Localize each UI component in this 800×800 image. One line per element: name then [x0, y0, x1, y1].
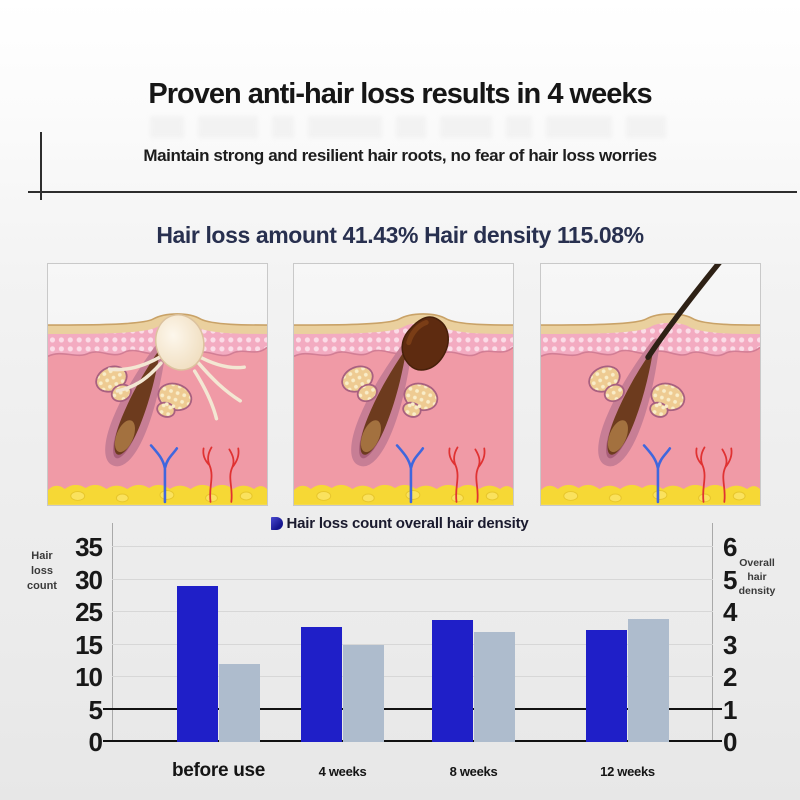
left-axis-tick-label: 0 [88, 727, 103, 757]
gridline [112, 676, 713, 677]
left-axis-line [112, 523, 113, 742]
hair-density-bar-before-use [219, 664, 260, 742]
right-axis-tick-label: 2 [723, 662, 737, 692]
follicle-cyst-illustration-svg [48, 264, 267, 505]
gridline [112, 643, 713, 645]
hair-loss-count-bar-4-weeks [301, 626, 342, 742]
axis-tick-mark [713, 740, 722, 742]
right-axis-tick-label: 5 [723, 564, 737, 595]
chart-legend: Hair loss count overall hair density [0, 515, 800, 532]
accent-vertical-line [40, 132, 42, 200]
illustration-healthy-hair [540, 263, 761, 506]
hair-loss-count-bar-12-weeks [586, 629, 627, 742]
plot-area [103, 523, 722, 742]
page-title: Proven anti-hair loss results in 4 weeks [148, 78, 652, 110]
left-axis-tick-label: 30 [75, 564, 103, 595]
illustration-sebum-plug [293, 263, 514, 506]
category-label-4-weeks: 4 weeks [318, 764, 367, 779]
axis-tick-mark [103, 707, 112, 710]
axis-tick-mark [713, 707, 722, 710]
hair-density-bar-8-weeks [474, 631, 515, 742]
gridline [112, 578, 713, 580]
hair-density-bar-4-weeks [343, 644, 384, 742]
right-axis-tick-label: 3 [723, 629, 737, 660]
right-axis-title: Overall hair density [738, 557, 776, 597]
right-axis-tick-label: 0 [723, 727, 737, 757]
left-axis-tick-label: 25 [75, 597, 103, 627]
healthy-hair-illustration-svg [541, 264, 760, 505]
gridline [112, 707, 713, 710]
page-subtitle: Maintain strong and resilient hair roots… [143, 146, 657, 165]
left-axis-tick-label: 5 [88, 694, 103, 725]
illustration-clogged-follicle-cyst [47, 263, 268, 506]
hair-loss-count-bar-8-weeks [432, 620, 473, 742]
divider-line [28, 191, 797, 193]
category-label-8-weeks: 8 weeks [449, 764, 498, 779]
axis-tick-mark [103, 740, 112, 742]
left-axis-title: Hair loss count [27, 550, 57, 592]
right-axis-tick-label: 6 [723, 532, 737, 562]
results-heading: Hair loss amount 41.43% Hair density 115… [156, 222, 644, 248]
left-axis-tick-label: 35 [75, 532, 103, 562]
right-axis-tick-label: 4 [723, 597, 737, 627]
right-axis-line [712, 523, 713, 742]
gridline [112, 546, 713, 547]
right-axis-tick-label: 1 [723, 694, 737, 725]
left-axis-tick-label: 15 [75, 629, 103, 660]
category-label-12-weeks: 12 weeks [600, 764, 655, 779]
legend-marker-icon [271, 517, 284, 530]
hair-density-bar-12-weeks [628, 618, 669, 742]
hair-loss-count-bar-before-use [177, 586, 218, 742]
follicle-plug-illustration-svg [294, 264, 513, 505]
faint-watermark [150, 116, 670, 142]
category-label-before-use: before use [171, 760, 266, 781]
legend-label: Hair loss count overall hair density [286, 515, 529, 532]
left-axis-tick-label: 10 [75, 662, 103, 692]
gridline [112, 611, 713, 612]
gridline [112, 740, 713, 742]
